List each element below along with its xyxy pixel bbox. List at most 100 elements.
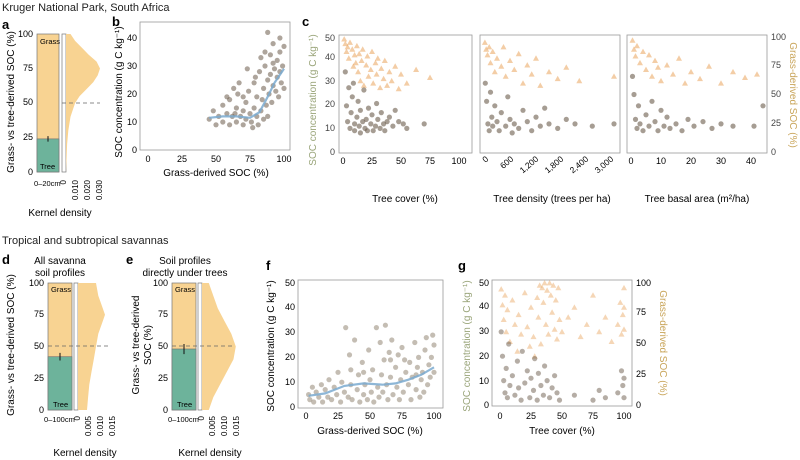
panel-c1-grass-point-18 (364, 53, 371, 59)
panel-g-xtick-100: 100 (616, 411, 631, 421)
panel-c3-soc-point-5 (637, 121, 643, 127)
panel-b-point-56 (270, 60, 276, 66)
panel-g-grass-point-16 (530, 333, 537, 340)
panel-g-xlabel: Tree cover (%) (529, 426, 595, 437)
panel-c2-soc-point-13 (507, 116, 513, 122)
panel-a-ytick-0: 0 (28, 167, 33, 177)
panel-c1-xticks: 0 25 50 75 100 (340, 156, 466, 166)
panel-c2-grass-point-2 (484, 52, 491, 58)
panel-g-grass-point-31 (550, 282, 557, 288)
panel-d-tree-bar (47, 356, 73, 411)
panel-b-point-24 (251, 80, 257, 86)
panel-c2-soc-point-6 (490, 123, 496, 129)
panel-c3-soc-point-12 (658, 107, 664, 113)
panel-g-soc-point-27 (549, 385, 555, 391)
panel-g-xtick-25: 25 (526, 411, 536, 421)
panel-c3-soc-point-24 (751, 123, 757, 129)
panel-c2-soc-point-26 (572, 121, 578, 127)
panel-d-ytick-0: 0 (39, 405, 44, 415)
panel-f-point-74 (427, 374, 433, 380)
panel-e-ytick-100: 100 (153, 278, 168, 288)
panel-c1-grass-point-33 (392, 63, 399, 69)
panel-g-soc-point-17 (528, 375, 534, 381)
panel-c1-grass-point-14 (358, 57, 365, 63)
panel-d-title-1: All savanna (34, 256, 86, 267)
panel-d-ytick-25: 25 (34, 373, 44, 383)
panel-f-point-56 (400, 389, 406, 395)
panel-f-point-47 (387, 374, 394, 380)
panel-g-grass-point-5 (504, 306, 511, 313)
panel-c2-soc-point-7 (492, 103, 498, 109)
panel-c3-grass-point-20 (730, 68, 736, 75)
panel-c2-grass-point-15 (524, 62, 531, 68)
panel-f-point-24 (354, 387, 360, 393)
panel-c2-grass-point-5 (489, 48, 496, 54)
panel-b-xlabel: Grass-derived SOC (%) (163, 168, 269, 179)
panel-b-point-17 (243, 99, 249, 105)
panel-b-point-57 (252, 74, 258, 80)
panel-b-point-16 (240, 108, 246, 114)
panel-g-xtick-50: 50 (557, 411, 567, 421)
panel-g-grass-point-21 (537, 341, 544, 347)
panel-f-loess (308, 366, 435, 397)
panel-c3-soc-point-17 (679, 128, 685, 134)
panel-g-grass-point-3 (502, 292, 508, 298)
panel-c3-grass-point-9 (652, 57, 658, 63)
panel-f-point-38 (376, 394, 382, 400)
panel-b-point-32 (261, 85, 267, 91)
panel-b-xtick-25: 25 (177, 154, 187, 164)
panel-c3-grass-point-12 (664, 62, 670, 68)
panel-c1-soc-point-25 (374, 100, 380, 107)
panel-e-xticks: 0 0.005 0.010 0.015 (197, 415, 241, 436)
panel-f-point-22 (349, 397, 355, 403)
panel-f-frame (297, 279, 444, 409)
panel-f-point-50 (393, 364, 399, 370)
panel-e-yticks: 0 25 50 75 100 (153, 278, 168, 415)
panel-g-grass-point-43 (596, 328, 603, 335)
panel-g-soc-point-15 (524, 368, 530, 374)
panel-e-density-frame (197, 282, 203, 411)
panel-b-point-19 (246, 88, 252, 94)
panel-c2-soc-point-4 (487, 89, 494, 95)
panel-f-point-16 (339, 379, 345, 385)
panel-f-point-8 (322, 387, 328, 393)
panel-c3-soc-point-15 (667, 125, 673, 131)
panel-c2-grass-point-9 (500, 44, 507, 50)
panel-g-soc-point-28 (552, 373, 558, 379)
panel-c2-grass-point-22 (576, 77, 583, 84)
panel-c2-soc-point-15 (511, 121, 517, 127)
panel-b-loess (209, 68, 285, 119)
panel-b-point-39 (267, 71, 273, 77)
panel-b-point-62 (240, 94, 246, 100)
panel-g-soc-point-39 (621, 395, 627, 401)
panel-c1-grass-point-29 (381, 57, 388, 63)
panel-c-ytick-30: 30 (325, 76, 335, 86)
panel-g-grass-point-37 (559, 328, 565, 335)
panel-f-point-20 (346, 352, 353, 358)
panel-c3-soc-point-20 (700, 119, 706, 125)
panel-g-grass-point-32 (551, 326, 558, 332)
panel-g-grass-point-15 (528, 304, 534, 310)
panel-b-point-47 (276, 94, 282, 100)
panel-c1-soc-point-0 (342, 69, 348, 75)
panel-b-point-61 (277, 35, 283, 41)
panel-b-point-35 (265, 77, 271, 83)
panel-d-letter: d (2, 252, 10, 267)
panel-c3-xtick-0: 0 (628, 156, 633, 166)
panel-f-point-48 (389, 337, 395, 343)
panel-c1-grass-point-5 (347, 39, 353, 45)
panel-g-soc-point-11 (516, 385, 522, 391)
panel-a: a Grass- vs tree-derived SOC (%) 0 25 50… (2, 17, 104, 219)
panel-c2-soc-point-19 (529, 128, 535, 134)
panel-f-point-72 (425, 382, 431, 388)
panel-b-point-5 (220, 102, 226, 108)
panel-g-grass-point-47 (617, 299, 624, 305)
panel-b-frame (139, 21, 291, 151)
panel-c2-grass-point-21 (563, 64, 570, 70)
panel-g-rtick-25: 25 (636, 369, 646, 379)
panel-c3-points (629, 37, 766, 134)
panel-e-title-2: directly under trees (142, 268, 227, 279)
panel-c3-grass-point-7 (646, 52, 652, 58)
panel-c1-soc-point-3 (346, 85, 352, 91)
panel-c1-soc-point-21 (368, 121, 374, 127)
